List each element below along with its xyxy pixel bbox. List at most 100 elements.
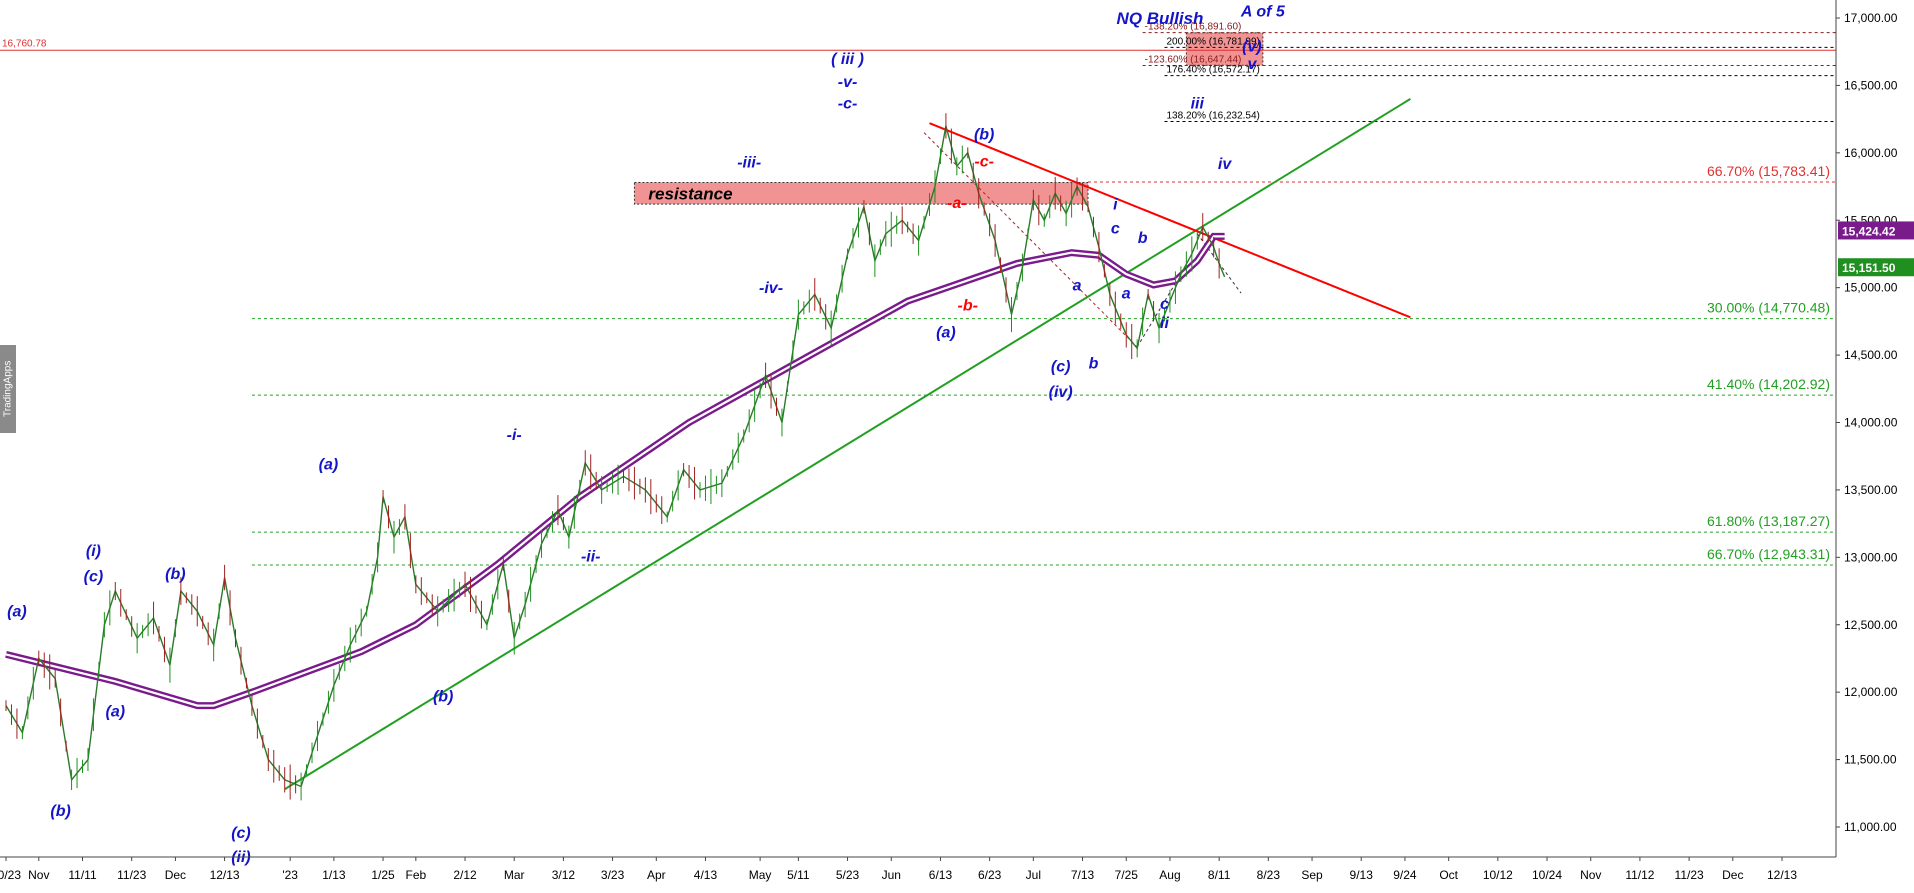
- price-tick-label: 15,000.00: [1844, 281, 1898, 295]
- current-price-tag-box: [1838, 258, 1914, 277]
- price-tick-label: 11,000.00: [1844, 820, 1897, 834]
- time-tick-label: 1/13: [322, 868, 346, 882]
- time-tick-label: 10/23: [0, 868, 21, 882]
- wave-label: -ii-: [581, 548, 601, 565]
- wave-label: (c): [1051, 358, 1071, 375]
- time-tick-label: Dec: [1722, 868, 1743, 882]
- price-tick-label: 17,000.00: [1844, 11, 1898, 25]
- wave-label: -v-: [838, 74, 858, 91]
- time-tick-label: 3/23: [601, 868, 625, 882]
- time-tick-label: Nov: [1580, 868, 1601, 882]
- time-tick-label: 11/12: [1625, 868, 1654, 882]
- time-tick-label: 11/11: [68, 868, 97, 882]
- time-tick-label: Jul: [1026, 868, 1041, 882]
- wave-label: (iv): [1049, 384, 1073, 401]
- fib-level-label: 61.80% (13,187.27): [1707, 513, 1830, 529]
- fib-level-label: 66.70% (12,943.31): [1707, 546, 1830, 562]
- time-tick-label: Mar: [504, 868, 525, 882]
- tradingapps-watermark: TradingApps: [0, 345, 16, 433]
- price-tick-label: 16,000.00: [1844, 146, 1898, 160]
- time-tick-label: 8/11: [1208, 868, 1231, 882]
- target-level-label: -123.60% (16,647.44): [1145, 55, 1242, 66]
- time-tick-label: Aug: [1159, 868, 1180, 882]
- time-tick-label: 8/23: [1257, 868, 1281, 882]
- wave-label: (b): [433, 689, 453, 706]
- wave-label: -i-: [507, 427, 522, 444]
- time-tick-label: 2/12: [453, 868, 477, 882]
- price-series: [5, 125, 1226, 788]
- wave-label: (a): [936, 325, 956, 342]
- time-tick-label: 10/12: [1483, 868, 1513, 882]
- moving-average-price-tag-label: 15,424.42: [1842, 224, 1896, 238]
- wave-label: iii: [1191, 95, 1205, 112]
- level-layer: 16,760.78 66.70% (15,783.41) 30.00% (14,77…: [0, 22, 1836, 566]
- price-tick-label: 16,500.00: [1844, 78, 1898, 92]
- wave-label: (b): [974, 126, 994, 143]
- wave-label: a: [1073, 277, 1082, 294]
- fib-level-label: 41.40% (14,202.92): [1707, 376, 1830, 392]
- wave-label: ( iii ): [831, 51, 864, 68]
- wave-label-layer: (a) (b) (i) (c) (a) (b) (c) (ii) (a) (b) -i- -ii- -i…: [7, 4, 1286, 866]
- time-tick-label: Nov: [28, 868, 49, 882]
- target-level-label: 176.40% (16,572.17): [1166, 65, 1259, 76]
- time-tick-label: 12/13: [1767, 868, 1797, 882]
- wave-label: a: [1122, 285, 1131, 302]
- wave-label: (b): [165, 566, 185, 583]
- wave-label: iv: [1218, 156, 1232, 173]
- chart-title: NQ Bullish: [1117, 9, 1204, 28]
- price-zone: [633, 181, 1089, 205]
- time-tick-label: 11/23: [1675, 868, 1704, 882]
- wave-label: (a): [7, 604, 27, 621]
- price-tick-label: 12,000.00: [1844, 685, 1898, 699]
- wave-label: v: [1247, 56, 1257, 73]
- wave-label: -c-: [838, 95, 858, 112]
- price-tick-label: 13,000.00: [1844, 550, 1898, 564]
- wave-label: A of 5: [1240, 4, 1286, 21]
- time-tick-label: Feb: [406, 868, 427, 882]
- wave-label: c: [1160, 296, 1169, 313]
- wave-label: b: [1138, 230, 1148, 247]
- wave-label: -iii-: [737, 155, 761, 172]
- moving-average-outer: [5, 232, 1225, 710]
- price-layer: [5, 113, 1226, 801]
- left-price-line-label: 16,760.78: [2, 38, 47, 49]
- time-tick-label: 9/13: [1350, 868, 1374, 882]
- time-tick-label: 4/13: [694, 868, 718, 882]
- time-tick-label: 9/24: [1393, 868, 1417, 882]
- wave-label: (a): [319, 457, 339, 474]
- zone-label: resistance: [648, 184, 732, 203]
- time-tick-label: 11/23: [117, 868, 146, 882]
- fib-level-label: 30.00% (14,770.48): [1707, 300, 1830, 316]
- wave-label: i: [1113, 196, 1118, 213]
- current-price-tag-label: 15,151.50: [1842, 261, 1896, 275]
- time-tick-label: 7/25: [1115, 868, 1139, 882]
- trendline: [929, 122, 1411, 319]
- price-tick-label: 14,000.00: [1844, 416, 1898, 430]
- trendline: [284, 98, 1411, 791]
- moving-average-layer: [5, 232, 1225, 710]
- wave-label: (ii): [231, 849, 251, 866]
- time-tick-label: 3/12: [552, 868, 576, 882]
- moving-average-price-tag-box: [1838, 221, 1914, 240]
- target-level-label: -138.20% (16,891.60): [1145, 22, 1242, 33]
- wave-label: c: [1111, 221, 1120, 238]
- moving-average-inner: [5, 235, 1225, 707]
- wave-label: (b): [50, 803, 70, 820]
- time-tick-label: 12/13: [210, 868, 240, 882]
- wave-label: (c): [84, 569, 104, 586]
- price-tick-label: 13,500.00: [1844, 483, 1898, 497]
- wave-label: (v): [1242, 39, 1262, 56]
- time-tick-label: Sep: [1301, 868, 1323, 882]
- time-tick-label: May: [749, 868, 772, 882]
- price-tick-label: 12,500.00: [1844, 618, 1898, 632]
- time-tick-label: Oct: [1439, 868, 1458, 882]
- time-tick-label: 6/23: [978, 868, 1002, 882]
- wave-label: b: [1089, 356, 1099, 373]
- target-level-label: 200.00% (16,781.99): [1166, 36, 1259, 47]
- wave-label: (i): [86, 543, 101, 560]
- wave-label: -c-: [974, 153, 994, 170]
- wave-label: -a-: [947, 195, 967, 212]
- time-tick-label: 10/24: [1532, 868, 1562, 882]
